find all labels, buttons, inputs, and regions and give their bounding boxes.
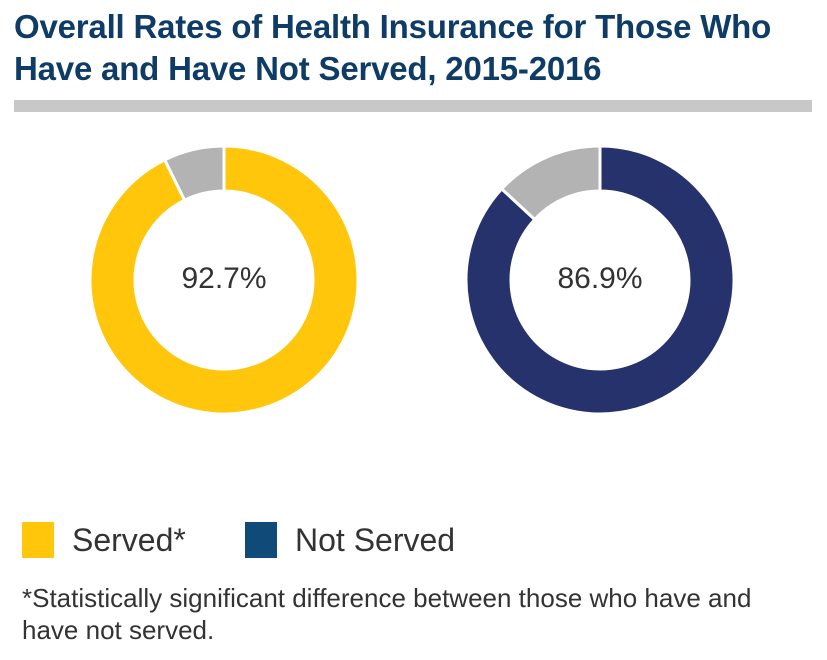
donut-segment-not-served-remainder: [499, 144, 602, 222]
legend-label-served: Served*: [72, 522, 186, 558]
donut-not-served-svg: 86.9%: [464, 144, 736, 416]
title-divider: [14, 100, 812, 112]
chart-title: Overall Rates of Health Insurance for Th…: [14, 8, 772, 87]
donut-segment-served-remainder: [162, 144, 226, 203]
donut-center-label-served: 92.7%: [181, 262, 266, 295]
legend-swatch-not-served: [245, 522, 277, 558]
donut-segment-not-served-insured: [464, 144, 736, 416]
donut-chart-served: 92.7%: [88, 144, 360, 416]
legend-label-not-served: Not Served: [295, 522, 456, 558]
donut-chart-not-served: 86.9%: [464, 144, 736, 416]
donut-center-label-not-served: 86.9%: [557, 262, 642, 295]
donut-segment-served-insured: [88, 144, 360, 416]
donut-served-svg: 92.7%: [88, 144, 360, 416]
legend-swatch-served: [22, 522, 54, 558]
footnote: *Statistically significant difference be…: [22, 583, 752, 645]
